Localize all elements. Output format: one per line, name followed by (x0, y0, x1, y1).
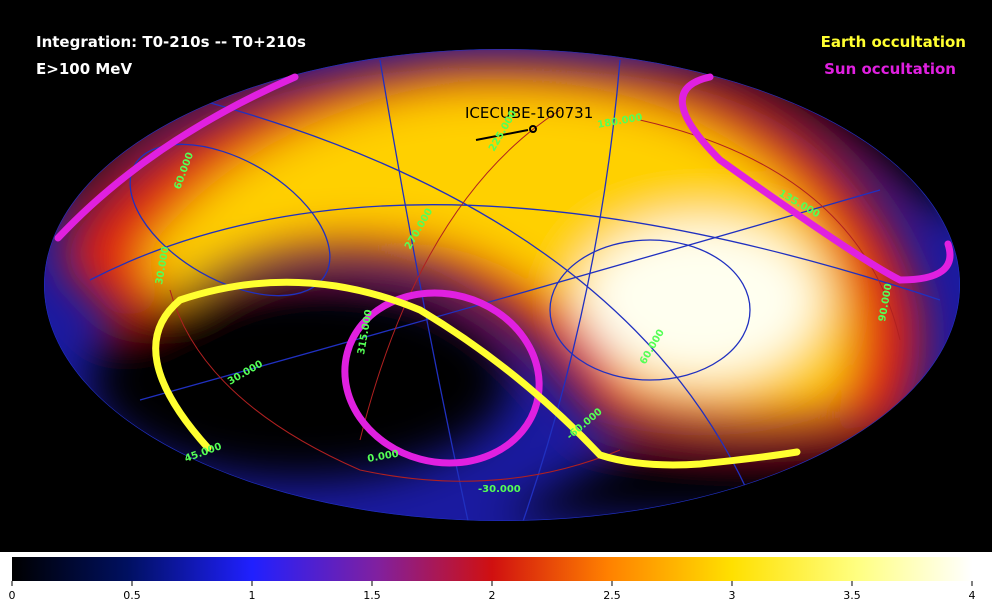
colorbar-tick-label: 2 (489, 589, 496, 602)
integration-label: Integration: T0-210s -- T0+210s (36, 33, 306, 51)
colorbar-tick-label: 0.5 (123, 589, 141, 602)
colorbar-tick-label: 1.5 (363, 589, 381, 602)
colorbar-tick-label: 3 (729, 589, 736, 602)
colorbar-tick-label: 3.5 (843, 589, 861, 602)
colorbar-tick-label: 2.5 (603, 589, 621, 602)
grid-label: 0.000 (367, 449, 400, 465)
energy-label: E>100 MeV (36, 60, 132, 78)
sun-legend: Sun occultation (824, 60, 956, 78)
colorbar (12, 557, 972, 581)
source-marker (529, 125, 537, 133)
occultation-curves (54, 73, 954, 469)
source-arrow (475, 129, 529, 141)
colorbar-ticks: 0 0.5 1 1.5 2 2.5 3 3.5 4 (9, 581, 976, 602)
colorbar-tick-label: 1 (249, 589, 256, 602)
colorbar-tick-label: 4 (969, 589, 976, 602)
source-label: ICECUBE-160731 (465, 104, 593, 122)
grid-label: -30.000 (478, 484, 521, 495)
colorbar-tick-label: 0 (9, 589, 16, 602)
earth-legend: Earth occultation (821, 33, 966, 51)
